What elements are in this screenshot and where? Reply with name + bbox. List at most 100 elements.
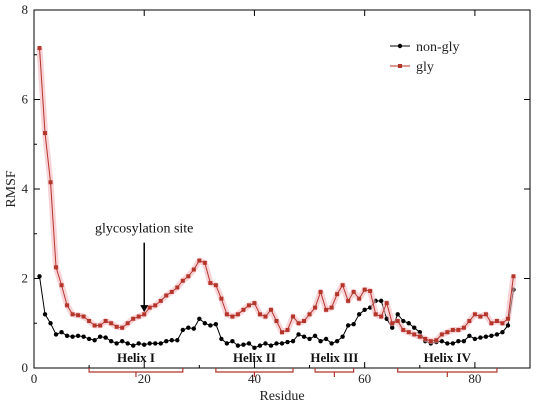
helix-label: Helix III bbox=[310, 350, 358, 365]
data-point-non-gly bbox=[450, 341, 456, 346]
x-tick-label: 40 bbox=[248, 371, 261, 386]
data-point-non-gly bbox=[92, 338, 97, 343]
data-point-gly bbox=[54, 265, 59, 270]
data-point-gly bbox=[169, 289, 174, 294]
data-point-gly bbox=[285, 327, 290, 332]
data-point-non-gly bbox=[445, 341, 450, 346]
data-point-gly bbox=[500, 321, 505, 326]
data-point-gly bbox=[136, 314, 141, 319]
data-point-gly bbox=[351, 289, 356, 294]
plot-area bbox=[33, 9, 531, 369]
data-point-non-gly bbox=[494, 332, 500, 337]
y-tick-label: 2 bbox=[22, 271, 29, 286]
data-point-non-gly bbox=[340, 334, 345, 339]
data-point-gly bbox=[379, 314, 384, 319]
data-point-non-gly bbox=[461, 338, 467, 344]
data-point-non-gly bbox=[147, 341, 152, 346]
data-point-non-gly bbox=[345, 323, 351, 328]
data-point-non-gly bbox=[70, 334, 75, 339]
series-gly bbox=[36, 46, 517, 345]
data-point-non-gly bbox=[329, 341, 334, 346]
helix-label: Helix II bbox=[233, 350, 276, 365]
data-point-non-gly bbox=[230, 338, 235, 344]
data-point-gly bbox=[241, 307, 246, 312]
data-point-gly bbox=[450, 327, 455, 332]
legend-label-non-gly: non-gly bbox=[416, 40, 460, 55]
data-point-gly bbox=[109, 321, 114, 326]
data-point-non-gly bbox=[59, 330, 64, 335]
data-point-gly bbox=[472, 312, 477, 317]
data-point-non-gly bbox=[53, 332, 59, 337]
annotation-text: glycosylation site bbox=[95, 222, 193, 237]
annotation-arrowhead bbox=[140, 305, 149, 313]
data-point-gly bbox=[208, 280, 213, 285]
data-point-non-gly bbox=[252, 345, 257, 351]
data-point-non-gly bbox=[169, 338, 174, 343]
helix-bracket bbox=[314, 368, 355, 377]
data-point-non-gly bbox=[334, 338, 340, 344]
data-point-non-gly bbox=[290, 338, 296, 344]
data-point-non-gly bbox=[296, 332, 301, 337]
data-point-non-gly bbox=[268, 343, 274, 348]
data-point-gly bbox=[340, 283, 345, 288]
data-point-non-gly bbox=[180, 327, 185, 333]
data-point-non-gly bbox=[75, 333, 81, 338]
data-point-non-gly bbox=[48, 321, 53, 326]
data-point-gly bbox=[120, 325, 125, 330]
data-point-non-gly bbox=[439, 338, 445, 344]
data-point-non-gly bbox=[136, 341, 141, 346]
series-non-gly bbox=[37, 274, 516, 351]
data-point-non-gly bbox=[489, 333, 494, 338]
data-point-non-gly bbox=[213, 321, 219, 327]
data-point-non-gly bbox=[81, 334, 86, 339]
data-point-gly bbox=[456, 327, 461, 332]
data-point-gly bbox=[428, 339, 433, 344]
helix-bracket bbox=[215, 368, 294, 377]
data-point-non-gly bbox=[505, 323, 511, 328]
legend-marker-non-gly bbox=[397, 43, 403, 49]
axes: 0 20 40 60 80 0 2 4 6 8 Residue RMSF bbox=[4, 2, 531, 404]
data-point-non-gly bbox=[131, 343, 136, 348]
data-point-gly bbox=[59, 283, 64, 288]
data-point-non-gly bbox=[103, 335, 108, 340]
data-point-non-gly bbox=[478, 335, 483, 340]
data-point-gly bbox=[384, 301, 389, 306]
data-point-gly bbox=[142, 312, 147, 317]
data-point-gly bbox=[439, 332, 444, 337]
data-point-gly bbox=[180, 278, 185, 283]
data-point-non-gly bbox=[202, 321, 208, 326]
data-point-gly bbox=[246, 303, 251, 308]
data-point-non-gly bbox=[97, 334, 103, 339]
data-point-gly bbox=[406, 330, 411, 335]
data-point-non-gly bbox=[42, 312, 48, 317]
series-line-gly bbox=[39, 48, 514, 342]
data-point-gly bbox=[125, 321, 130, 326]
x-tick-label: 20 bbox=[138, 371, 151, 386]
legend-marker-gly bbox=[398, 64, 402, 68]
data-point-gly bbox=[291, 314, 296, 319]
annotations: glycosylation site bbox=[95, 222, 193, 313]
data-point-non-gly bbox=[208, 323, 213, 328]
data-point-gly bbox=[70, 312, 75, 317]
data-point-non-gly bbox=[64, 333, 70, 338]
helix-brackets: Helix I Helix II Helix III Helix IV bbox=[88, 350, 498, 377]
data-point-gly bbox=[257, 312, 262, 317]
data-point-non-gly bbox=[175, 338, 180, 343]
helix-bracket bbox=[397, 368, 498, 377]
data-point-gly bbox=[186, 274, 191, 279]
data-point-non-gly bbox=[246, 341, 252, 346]
series-glow-gly bbox=[36, 47, 517, 345]
data-point-gly bbox=[417, 334, 422, 339]
data-point-gly bbox=[329, 305, 334, 310]
data-point-gly bbox=[153, 303, 158, 308]
data-point-gly bbox=[252, 301, 257, 306]
data-point-non-gly bbox=[285, 339, 290, 345]
data-point-gly bbox=[98, 323, 103, 328]
legend-label-gly: gly bbox=[416, 60, 434, 75]
data-point-non-gly bbox=[307, 336, 312, 342]
data-point-gly bbox=[368, 289, 373, 294]
data-point-non-gly bbox=[241, 342, 246, 347]
legend: non-gly gly bbox=[390, 40, 460, 75]
data-point-gly bbox=[268, 307, 273, 312]
y-tick-label: 0 bbox=[22, 360, 29, 375]
